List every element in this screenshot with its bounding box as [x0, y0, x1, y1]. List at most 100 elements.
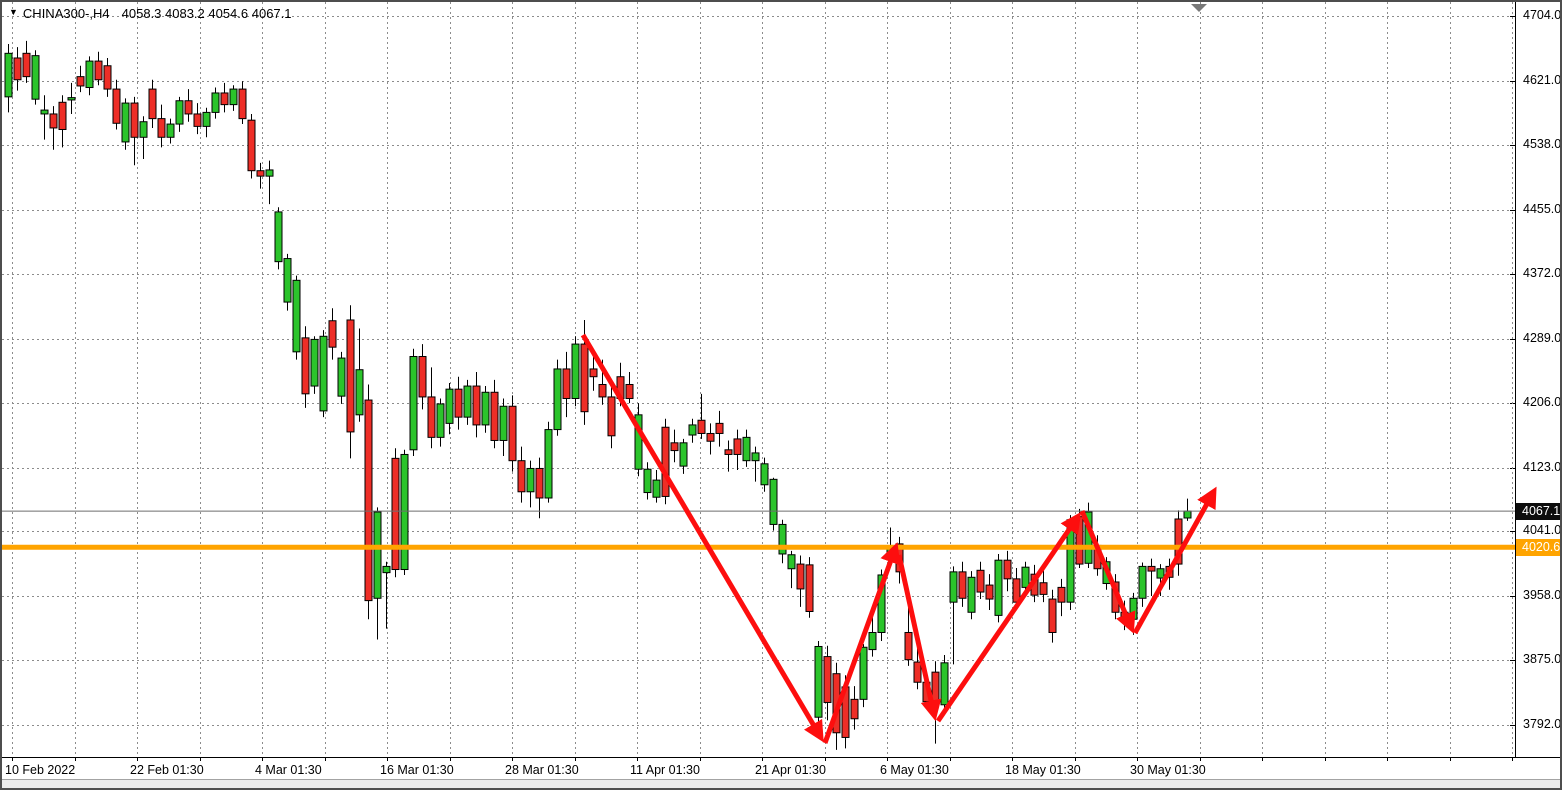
candle-down — [391, 457, 400, 571]
candle-up — [1183, 510, 1192, 519]
chart-title: ▼ CHINA300-,H4 4058.3 4083.2 4054.6 4067… — [9, 5, 292, 21]
candle-down — [1057, 586, 1066, 603]
trend-arrow[interactable] — [1079, 510, 1136, 634]
candle-up — [751, 452, 760, 462]
candle-down — [904, 631, 913, 661]
time-tick-label: 16 Mar 01:30 — [380, 763, 454, 777]
candle-down — [328, 320, 337, 348]
candle-up — [436, 403, 445, 438]
trend-arrow[interactable] — [1132, 486, 1217, 635]
candle-up — [1138, 565, 1147, 599]
candle-down — [148, 88, 157, 120]
time-tick-label: 30 May 01:30 — [1130, 763, 1206, 777]
candle-down — [670, 442, 679, 452]
candle-up — [544, 429, 553, 499]
window-bottom-strip — [2, 779, 1560, 788]
candle-up — [382, 565, 391, 574]
candle-down — [796, 563, 805, 590]
candle-up — [31, 55, 40, 100]
price-tick-label: 4289.0 — [1523, 330, 1562, 345]
candle-up — [1021, 566, 1030, 588]
trend-arrow[interactable] — [935, 511, 1082, 723]
candle-up — [571, 343, 580, 399]
scroll-to-end-icon[interactable] — [1191, 4, 1207, 12]
time-tick-label: 4 Mar 01:30 — [255, 763, 322, 777]
current-price-badge: 4067.1 — [1516, 502, 1560, 520]
candle-down — [517, 460, 526, 493]
candle-up — [949, 571, 958, 603]
candle-up — [373, 511, 382, 599]
candle-down — [427, 396, 436, 438]
price-tick-label: 4372.0 — [1523, 266, 1562, 281]
candle-down — [256, 170, 265, 177]
candle-up — [445, 388, 454, 424]
candle-down — [94, 60, 103, 81]
candle-up — [643, 468, 652, 494]
candle-down — [1174, 518, 1183, 565]
candle-up — [814, 645, 823, 718]
candle-down — [805, 564, 814, 612]
candle-down — [589, 368, 598, 378]
candle-up — [868, 631, 877, 651]
candle-down — [157, 118, 166, 138]
candle-down — [490, 391, 499, 441]
candle-down — [706, 432, 715, 442]
time-tick-label: 22 Feb 01:30 — [130, 763, 204, 777]
candle-down — [58, 101, 67, 131]
price-tick-label: 4455.0 — [1523, 201, 1562, 216]
candle-down — [958, 571, 967, 599]
candle-down — [238, 88, 247, 120]
candle-up — [1129, 597, 1138, 620]
candle-down — [103, 65, 112, 90]
price-tick-label: 4621.0 — [1523, 72, 1562, 87]
candle-up — [769, 478, 778, 525]
candle-up — [652, 479, 661, 498]
candle-down — [508, 405, 517, 462]
candle-up — [526, 467, 535, 493]
candle-down — [76, 76, 85, 87]
candle-up — [175, 100, 184, 125]
candle-up — [67, 97, 76, 101]
candle-down — [733, 438, 742, 455]
candle-up — [409, 356, 418, 451]
price-tick-label: 3958.0 — [1523, 587, 1562, 602]
candle-up — [121, 102, 130, 143]
price-tick-label: 4538.0 — [1523, 137, 1562, 152]
candle-down — [1147, 565, 1156, 572]
candle-up — [463, 385, 472, 418]
symbol-dropdown-icon[interactable]: ▼ — [9, 7, 18, 17]
candle-down — [193, 113, 202, 127]
candle-up — [166, 123, 175, 138]
candle-up — [4, 52, 13, 98]
candle-down — [247, 119, 256, 172]
candle-down — [301, 337, 310, 395]
time-tick-label: 6 May 01:30 — [880, 763, 949, 777]
candle-down — [724, 449, 733, 455]
time-tick-label: 10 Feb 2022 — [5, 763, 76, 777]
candle-down — [976, 569, 985, 593]
candle-up — [859, 646, 868, 700]
candle-up — [760, 463, 769, 486]
price-tick-label: 4123.0 — [1523, 459, 1562, 474]
candle-down — [661, 426, 670, 497]
candle-up — [634, 414, 643, 470]
candle-up — [742, 436, 751, 462]
price-tick-label: 4704.0 — [1523, 8, 1562, 22]
candle-up — [40, 109, 49, 115]
candle-up — [283, 258, 292, 303]
candle-up — [967, 576, 976, 613]
candle-down — [715, 422, 724, 434]
candle-up — [310, 338, 319, 387]
ohlc-readout: 4058.3 4083.2 4054.6 4067.1 — [121, 5, 292, 21]
candle-down — [49, 113, 58, 129]
trend-arrow[interactable] — [896, 554, 942, 722]
trend-arrow[interactable] — [580, 333, 824, 743]
time-tick-label: 28 Mar 01:30 — [505, 763, 579, 777]
candle-up — [337, 357, 346, 397]
time-tick-label: 18 May 01:30 — [1005, 763, 1081, 777]
candle-down — [346, 319, 355, 433]
candle-down — [913, 661, 922, 683]
trend-arrow[interactable] — [822, 542, 901, 744]
